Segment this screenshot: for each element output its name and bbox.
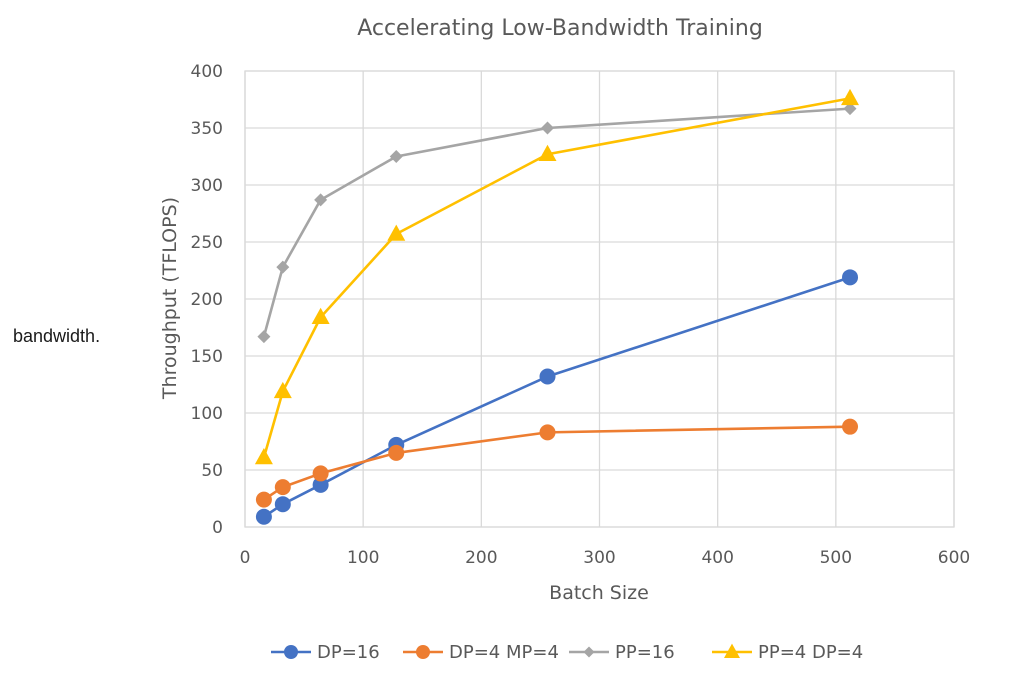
data-point: [841, 88, 860, 106]
x-tick-label: 300: [583, 548, 615, 568]
x-axis-label: Batch Size: [549, 582, 649, 604]
series-line: [262, 107, 851, 337]
data-point: [255, 508, 272, 525]
data-point: [257, 330, 271, 344]
legend-entry: PP=4 DP=4: [712, 642, 863, 663]
x-tick-label: 600: [938, 548, 970, 568]
y-tick-label: 50: [201, 461, 223, 481]
legend: DP=16 DP=4 MP=4 PP=16 PP=4 DP=4: [271, 642, 863, 663]
x-axis-ticks: 0 100 200 300 400 500 600: [240, 548, 971, 568]
x-tick-label: 0: [240, 548, 251, 568]
y-axis-ticks: 0 50 100 150 200 250 300 350 400: [191, 62, 223, 538]
x-tick-label: 500: [820, 548, 852, 568]
y-tick-label: 350: [191, 119, 223, 139]
data-point: [273, 381, 292, 399]
y-tick-label: 400: [191, 62, 223, 82]
data-point: [311, 307, 330, 324]
data-point: [388, 444, 405, 461]
legend-label: PP=4 DP=4: [758, 642, 863, 663]
series-line: [262, 97, 851, 458]
data-point: [274, 479, 291, 496]
data-point: [389, 150, 403, 163]
data-point: [276, 260, 290, 274]
legend-marker: [724, 643, 740, 658]
series-line: [263, 276, 851, 518]
legend-marker: [416, 645, 430, 659]
x-tick-label: 100: [347, 548, 379, 568]
series-dp-4-mp-4: [255, 418, 859, 508]
data-point: [312, 476, 329, 493]
data-point: [539, 368, 556, 385]
series-pp-4-dp-4: [254, 88, 860, 465]
data-point: [312, 465, 329, 482]
y-tick-label: 150: [191, 347, 223, 367]
data-point: [387, 224, 406, 241]
grid-lines: [244, 70, 955, 528]
chart-title: Accelerating Low-Bandwidth Training: [357, 16, 763, 41]
legend-marker: [284, 645, 298, 659]
legend-marker: [583, 646, 595, 658]
legend-entry: PP=16: [569, 642, 675, 663]
series-pp-16: [257, 102, 857, 344]
legend-entry: DP=4 MP=4: [403, 642, 559, 663]
y-tick-label: 100: [191, 404, 223, 424]
data-point: [541, 121, 555, 135]
x-tick-label: 400: [701, 548, 733, 568]
data-point: [539, 424, 556, 441]
series-dp-16: [255, 269, 859, 525]
x-tick-label: 200: [465, 548, 497, 568]
y-axis-label: Throughput (TFLOPS): [159, 197, 181, 400]
y-tick-label: 0: [212, 518, 223, 538]
legend-entry: DP=16: [271, 642, 380, 663]
y-tick-label: 300: [191, 176, 223, 196]
data-point: [842, 269, 859, 286]
series-layer: [254, 88, 860, 525]
side-caption-text: bandwidth.: [13, 326, 101, 346]
data-point: [843, 102, 857, 116]
data-point: [842, 418, 859, 435]
legend-label: DP=4 MP=4: [449, 642, 559, 663]
y-tick-label: 200: [191, 290, 223, 310]
legend-label: DP=16: [317, 642, 380, 663]
legend-label: PP=16: [615, 642, 675, 663]
data-point: [274, 496, 291, 513]
data-point: [314, 193, 328, 207]
data-point: [254, 448, 273, 465]
data-point: [255, 491, 272, 508]
series-line: [263, 425, 851, 501]
data-point: [538, 144, 557, 161]
y-tick-label: 250: [191, 233, 223, 253]
